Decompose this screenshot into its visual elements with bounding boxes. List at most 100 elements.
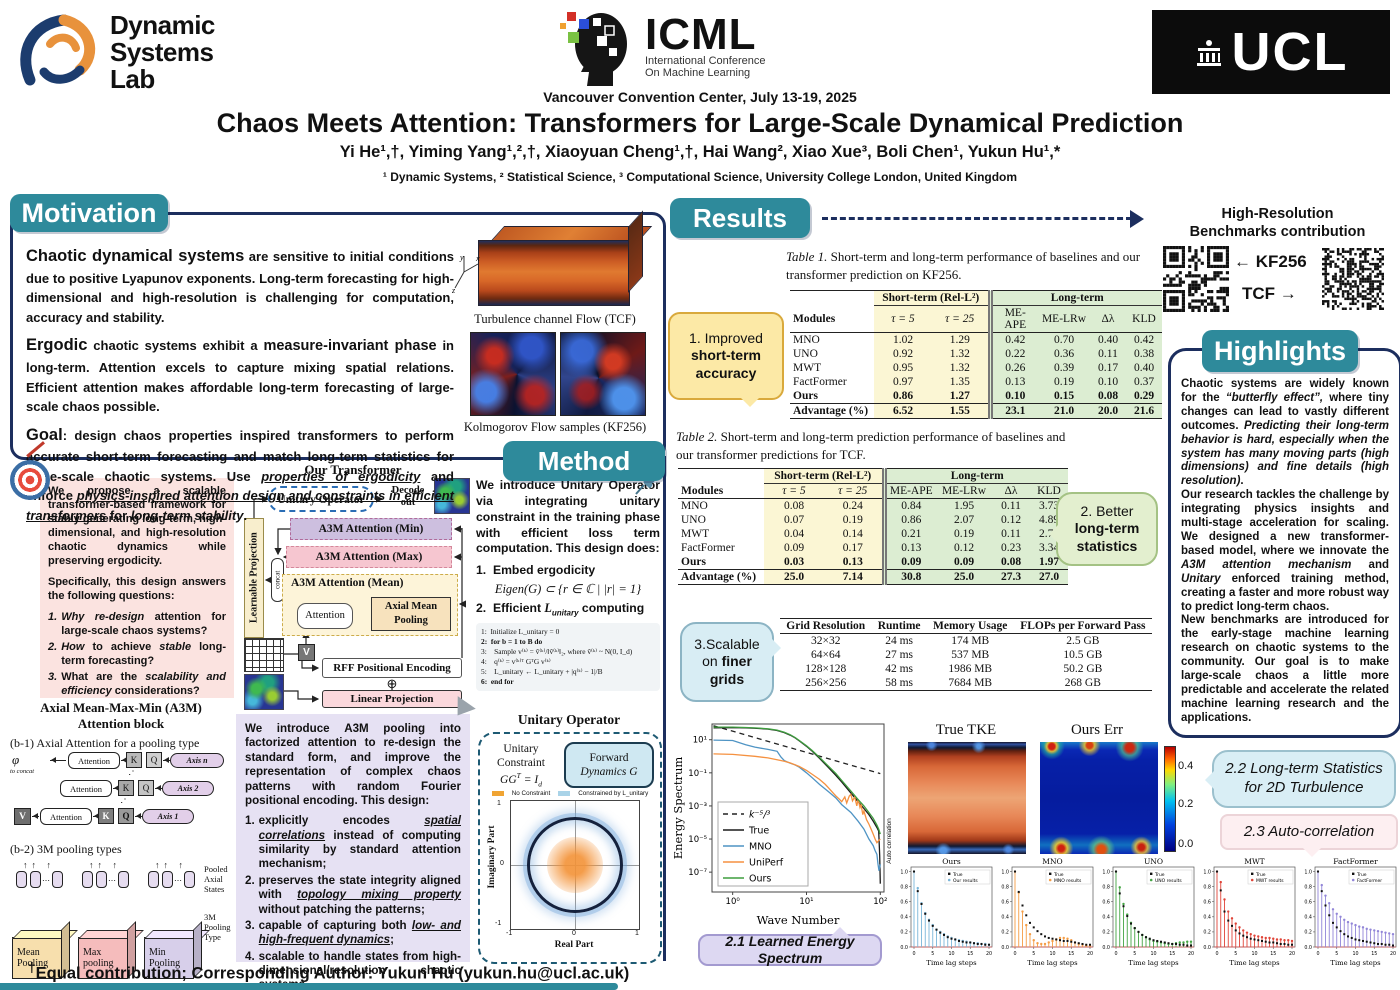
table-cell: FactFormer [793,376,847,388]
svg-text:0.4: 0.4 [1102,915,1110,921]
table-cell: 128×128 [805,663,847,675]
highlights-text: Chaotic systems are widely known for the… [1181,378,1389,724]
group-short-term: Short-term (Rel-L²) [764,468,884,484]
svg-text:15: 15 [1371,951,1377,957]
xtick-0: 0 [572,930,576,937]
table-cell: 0.38 [1133,348,1155,360]
table-cell: 2.07 [953,514,975,526]
table-cell: 0.70 [1053,334,1075,346]
table-cell: Ours [681,556,706,568]
svg-text:Time lag steps: Time lag steps [926,959,977,967]
a3m-mean-box: A3M Attention (Mean) Attention Axial Mea… [282,574,458,636]
pooled-states-label: Pooled Axial States [204,864,228,895]
transformer-title: Our Transformer [304,462,402,477]
svg-text:1.0: 1.0 [1102,869,1110,875]
ytick-1: 1 [497,800,501,807]
motivation-p2: Ergodic chaotic systems exhibit a measur… [26,336,454,414]
unitary-plot-legend: No Constraint Constrained by L_unitary [490,790,650,797]
table-cell: 0.08 [1097,390,1119,402]
table-cell: 7.14 [824,569,884,585]
table-cell: 0.26 [987,361,1038,375]
icml-logo: ICML International Conference On Machine… [555,6,765,88]
mean-pooling-group: ↑↑ ↑ ⋯ Mean Pooling [10,860,68,979]
table-cell: 10.5 GB [1063,649,1103,661]
callout-autocorrelation: 2.3 Auto-correlation [1220,814,1398,857]
table-row: UNO 0.92 1.32 0.22 0.36 0.11 0.38 [790,347,1162,361]
svg-text:0.8: 0.8 [1001,884,1009,890]
svg-text:1.0: 1.0 [1304,869,1312,875]
svg-text:10: 10 [948,951,954,957]
forward-dynamics-box: Forward Dynamics G [564,742,654,788]
method-intro-p1: We propose a scalable transformer-based … [48,485,226,567]
table-cell: 0.36 [1053,348,1075,360]
max-pooling-group: ↑↑ ↑ ⋯ Max pooling [76,860,134,979]
svg-text:True: True [1356,872,1367,878]
svg-text:True: True [952,872,963,878]
advantage-row: Advantage (%) 6.52 1.55 23.1 21.0 20.0 21.6 [790,403,1162,419]
method-question-1: 1. Why re-design attention for large-scal… [48,610,226,637]
table-cell: MWT [681,528,710,540]
svg-text:0.4: 0.4 [1304,915,1312,921]
table-cell: 1.35 [949,376,970,388]
attention-box: Attention [40,808,92,825]
svg-text:Time lag steps: Time lag steps [1027,959,1078,967]
svg-text:5: 5 [1133,951,1136,957]
table-cell: 0.11 [1098,348,1118,360]
table-cell: 0.40 [1097,334,1119,346]
q-box: Q [138,780,154,796]
callout-energy-spectrum: 2.1 Learned Energy Spectrum [698,927,882,966]
svg-text:True: True [1255,872,1266,878]
svg-text:0.4: 0.4 [1001,915,1009,921]
err-heatmap [1040,742,1158,854]
a3m-diagram: Axial Mean-Max-Min (A3M) Attention block… [10,700,232,979]
svg-text:UNO results: UNO results [1155,878,1182,884]
decode-out-label: Decode out [391,485,425,508]
diag-dots: ⋰ [120,794,130,805]
svg-text:0.6: 0.6 [900,900,908,906]
attention-box: Attention [60,780,112,797]
table-cell: FactFormer [681,542,735,554]
svg-text:UNO: UNO [1144,857,1163,866]
table-cell: 32×32 [811,635,841,647]
benchmarks-title: High-Resolution Benchmarks contribution [1189,206,1366,241]
svg-text:15: 15 [967,951,973,957]
svg-text:True: True [1053,872,1064,878]
svg-text:MNO: MNO [1042,857,1062,866]
unitary-algorithm: 1: Initialize L_unitary = 0 2: for b = 1 … [476,623,660,692]
table-row: MWT 0.95 1.32 0.26 0.39 0.17 0.40 [790,361,1162,375]
svg-text:0: 0 [1013,951,1016,957]
decoded-field-image [434,478,470,514]
svg-text:0.6: 0.6 [1001,900,1009,906]
table-cell: 0.11 [1001,528,1021,540]
svg-text:10¹: 10¹ [799,897,813,907]
table-cell: 174 MB [951,635,990,647]
conference-venue: Vancouver Convention Center, July 13-19,… [543,89,857,105]
a3m-b1-label: (b-1) Axial Attention for a pooling type [10,736,200,750]
unitary-text-panel: We introduce Unitary Operator via integr… [476,478,660,708]
table-cell: 0.92 [892,348,914,360]
a3m-title1: Axial Mean-Max-Min (A3M) [40,700,202,715]
tke-heatmap [908,742,1026,854]
callout-2d-turbulence: 2.2 Long-term Statistics for 2D Turbulen… [1205,750,1396,808]
svg-text:MWT results: MWT results [1256,878,1284,884]
table-cell: 0.10 [987,389,1038,404]
svg-text:20: 20 [1390,951,1396,957]
svg-text:UniPerf: UniPerf [749,858,784,869]
table-cell: UNO [681,514,706,526]
table-row: Ours 0.86 1.27 0.10 0.15 0.08 0.29 [790,389,1162,404]
svg-text:0: 0 [1215,951,1218,957]
svg-text:x: x [475,254,480,263]
min-pooling-box: Min Pooling [144,937,194,979]
svg-text:0.4: 0.4 [900,915,908,921]
colorbar [1164,746,1176,852]
svg-text:0.8: 0.8 [1304,884,1312,890]
svg-text:0.4: 0.4 [1203,915,1211,921]
q-box: Q [146,752,162,768]
table1-caption: Table 1. Short-term and long-term perfor… [786,249,1141,282]
group-long-term: Long-term [987,290,1162,306]
dsl-swirl-icon [20,14,96,86]
autocorr-plot-factformer: FactFormer 0.0 0.2 0.4 0.6 0.8 1.0 0 5 10 15 20 True… [1304,857,1397,967]
ytick-0: 0 [500,860,504,867]
